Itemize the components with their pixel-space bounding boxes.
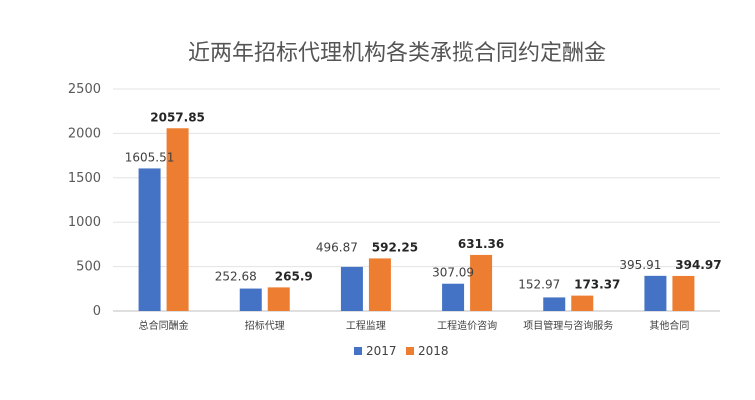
bar-2017 [340, 266, 363, 311]
y-tick-label: 0 [93, 304, 101, 319]
legend-swatch-2017 [354, 347, 362, 355]
category-label: 其他合同 [649, 319, 689, 332]
bar-2017 [543, 297, 566, 311]
chart-title: 近两年招标代理机构各类承揽合同约定酬金 [188, 41, 606, 66]
legend-label-2017: 2017 [366, 344, 397, 358]
data-label-2018: 173.37 [574, 278, 620, 292]
y-tick-label: 1000 [68, 215, 101, 230]
data-label-2018: 631.36 [458, 237, 504, 251]
data-label-2017: 1605.51 [125, 150, 175, 164]
data-label-2018: 592.25 [372, 240, 418, 254]
legend-label-2018: 2018 [418, 344, 449, 358]
bar-2018 [368, 258, 391, 311]
bar-2017 [442, 283, 465, 311]
y-tick-label: 2000 [68, 126, 101, 141]
bar-2017 [138, 168, 161, 311]
data-label-2018: 265.9 [275, 269, 313, 283]
data-label-2017: 395.91 [619, 258, 661, 272]
category-label: 项目管理与咨询服务 [523, 319, 613, 332]
data-label-2018: 394.97 [675, 258, 721, 272]
y-tick-label: 2500 [68, 82, 101, 97]
y-tick-label: 1500 [68, 171, 101, 186]
category-label: 招标代理 [245, 319, 285, 332]
bar-2018 [166, 128, 189, 311]
bar-2017 [644, 275, 667, 311]
bar-2017 [239, 288, 262, 311]
category-label: 工程监理 [346, 319, 386, 332]
data-label-2017: 496.87 [316, 240, 358, 254]
legend-swatch-2018 [406, 347, 414, 355]
bar-2018 [470, 254, 493, 311]
bar-2018 [571, 295, 594, 311]
category-label: 工程造价咨询 [437, 319, 497, 332]
data-label-2018: 2057.85 [150, 110, 205, 124]
data-label-2017: 307.09 [432, 266, 474, 280]
bar-2018 [267, 287, 290, 311]
bar-2018 [672, 275, 695, 311]
data-label-2017: 152.97 [518, 278, 560, 292]
y-tick-label: 500 [76, 260, 101, 275]
data-label-2017: 252.68 [215, 269, 257, 283]
category-label: 总合同酬金 [139, 319, 189, 332]
